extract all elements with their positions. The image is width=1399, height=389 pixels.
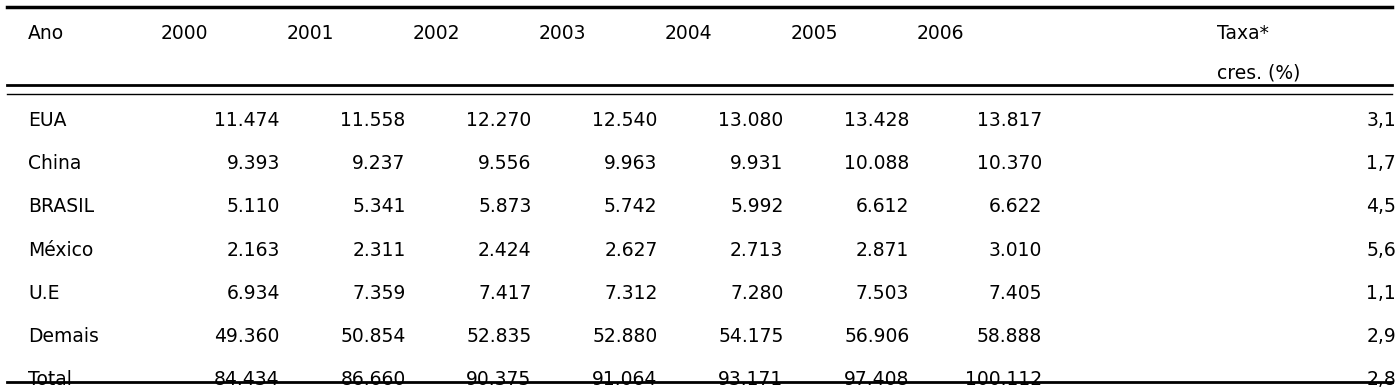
- Text: 2.424: 2.424: [478, 240, 532, 259]
- Text: 97.408: 97.408: [844, 370, 909, 389]
- Text: 2.713: 2.713: [730, 240, 783, 259]
- Text: 9.237: 9.237: [353, 154, 406, 173]
- Text: 5.110: 5.110: [227, 198, 280, 216]
- Text: 52.880: 52.880: [592, 327, 658, 346]
- Text: 5.341: 5.341: [353, 198, 406, 216]
- Text: 6.934: 6.934: [227, 284, 280, 303]
- Text: 11.558: 11.558: [340, 111, 406, 130]
- Text: 5.873: 5.873: [478, 198, 532, 216]
- Text: 3.010: 3.010: [989, 240, 1042, 259]
- Text: 5.992: 5.992: [730, 198, 783, 216]
- Text: 58.888: 58.888: [977, 327, 1042, 346]
- Text: 7.405: 7.405: [989, 284, 1042, 303]
- Text: 1,7: 1,7: [1367, 154, 1396, 173]
- Text: U.E: U.E: [28, 284, 60, 303]
- Text: 91.064: 91.064: [592, 370, 658, 389]
- Text: 6.612: 6.612: [856, 198, 909, 216]
- Text: 2003: 2003: [539, 24, 586, 43]
- Text: 100.112: 100.112: [965, 370, 1042, 389]
- Text: 93.171: 93.171: [718, 370, 783, 389]
- Text: 10.370: 10.370: [977, 154, 1042, 173]
- Text: 9.556: 9.556: [478, 154, 532, 173]
- Text: 2.871: 2.871: [856, 240, 909, 259]
- Text: 7.417: 7.417: [478, 284, 532, 303]
- Text: 50.854: 50.854: [340, 327, 406, 346]
- Text: 2.311: 2.311: [353, 240, 406, 259]
- Text: 2.627: 2.627: [604, 240, 658, 259]
- Text: China: China: [28, 154, 81, 173]
- Text: 2006: 2006: [916, 24, 964, 43]
- Text: 12.270: 12.270: [466, 111, 532, 130]
- Text: 7.359: 7.359: [353, 284, 406, 303]
- Text: 2000: 2000: [161, 24, 208, 43]
- Text: 4,5: 4,5: [1367, 198, 1396, 216]
- Text: BRASIL: BRASIL: [28, 198, 94, 216]
- Text: 12.540: 12.540: [592, 111, 658, 130]
- Text: 1,1: 1,1: [1367, 284, 1396, 303]
- Text: EUA: EUA: [28, 111, 67, 130]
- Text: 49.360: 49.360: [214, 327, 280, 346]
- Text: cres. (%): cres. (%): [1217, 63, 1301, 82]
- Text: 2,9: 2,9: [1367, 327, 1396, 346]
- Text: 9.931: 9.931: [730, 154, 783, 173]
- Text: 3,1: 3,1: [1367, 111, 1396, 130]
- Text: Total: Total: [28, 370, 71, 389]
- Text: 2002: 2002: [413, 24, 460, 43]
- Text: 56.906: 56.906: [844, 327, 909, 346]
- Text: 5,6: 5,6: [1367, 240, 1396, 259]
- Text: 5.742: 5.742: [604, 198, 658, 216]
- Text: 54.175: 54.175: [718, 327, 783, 346]
- Text: Ano: Ano: [28, 24, 64, 43]
- Text: 2,8: 2,8: [1367, 370, 1396, 389]
- Text: 10.088: 10.088: [844, 154, 909, 173]
- Text: 52.835: 52.835: [466, 327, 532, 346]
- Text: 11.474: 11.474: [214, 111, 280, 130]
- Text: 90.375: 90.375: [466, 370, 532, 389]
- Text: 9.393: 9.393: [227, 154, 280, 173]
- Text: 9.963: 9.963: [604, 154, 658, 173]
- Text: 2001: 2001: [287, 24, 334, 43]
- Text: 7.280: 7.280: [730, 284, 783, 303]
- Text: 84.434: 84.434: [214, 370, 280, 389]
- Text: 13.080: 13.080: [718, 111, 783, 130]
- Text: 2005: 2005: [790, 24, 838, 43]
- Text: 86.660: 86.660: [340, 370, 406, 389]
- Text: 7.503: 7.503: [856, 284, 909, 303]
- Text: México: México: [28, 240, 94, 259]
- Text: 7.312: 7.312: [604, 284, 658, 303]
- Text: 6.622: 6.622: [989, 198, 1042, 216]
- Text: Demais: Demais: [28, 327, 99, 346]
- Text: 2.163: 2.163: [227, 240, 280, 259]
- Text: 13.428: 13.428: [844, 111, 909, 130]
- Text: Taxa*: Taxa*: [1217, 24, 1269, 43]
- Text: 2004: 2004: [665, 24, 712, 43]
- Text: 13.817: 13.817: [977, 111, 1042, 130]
